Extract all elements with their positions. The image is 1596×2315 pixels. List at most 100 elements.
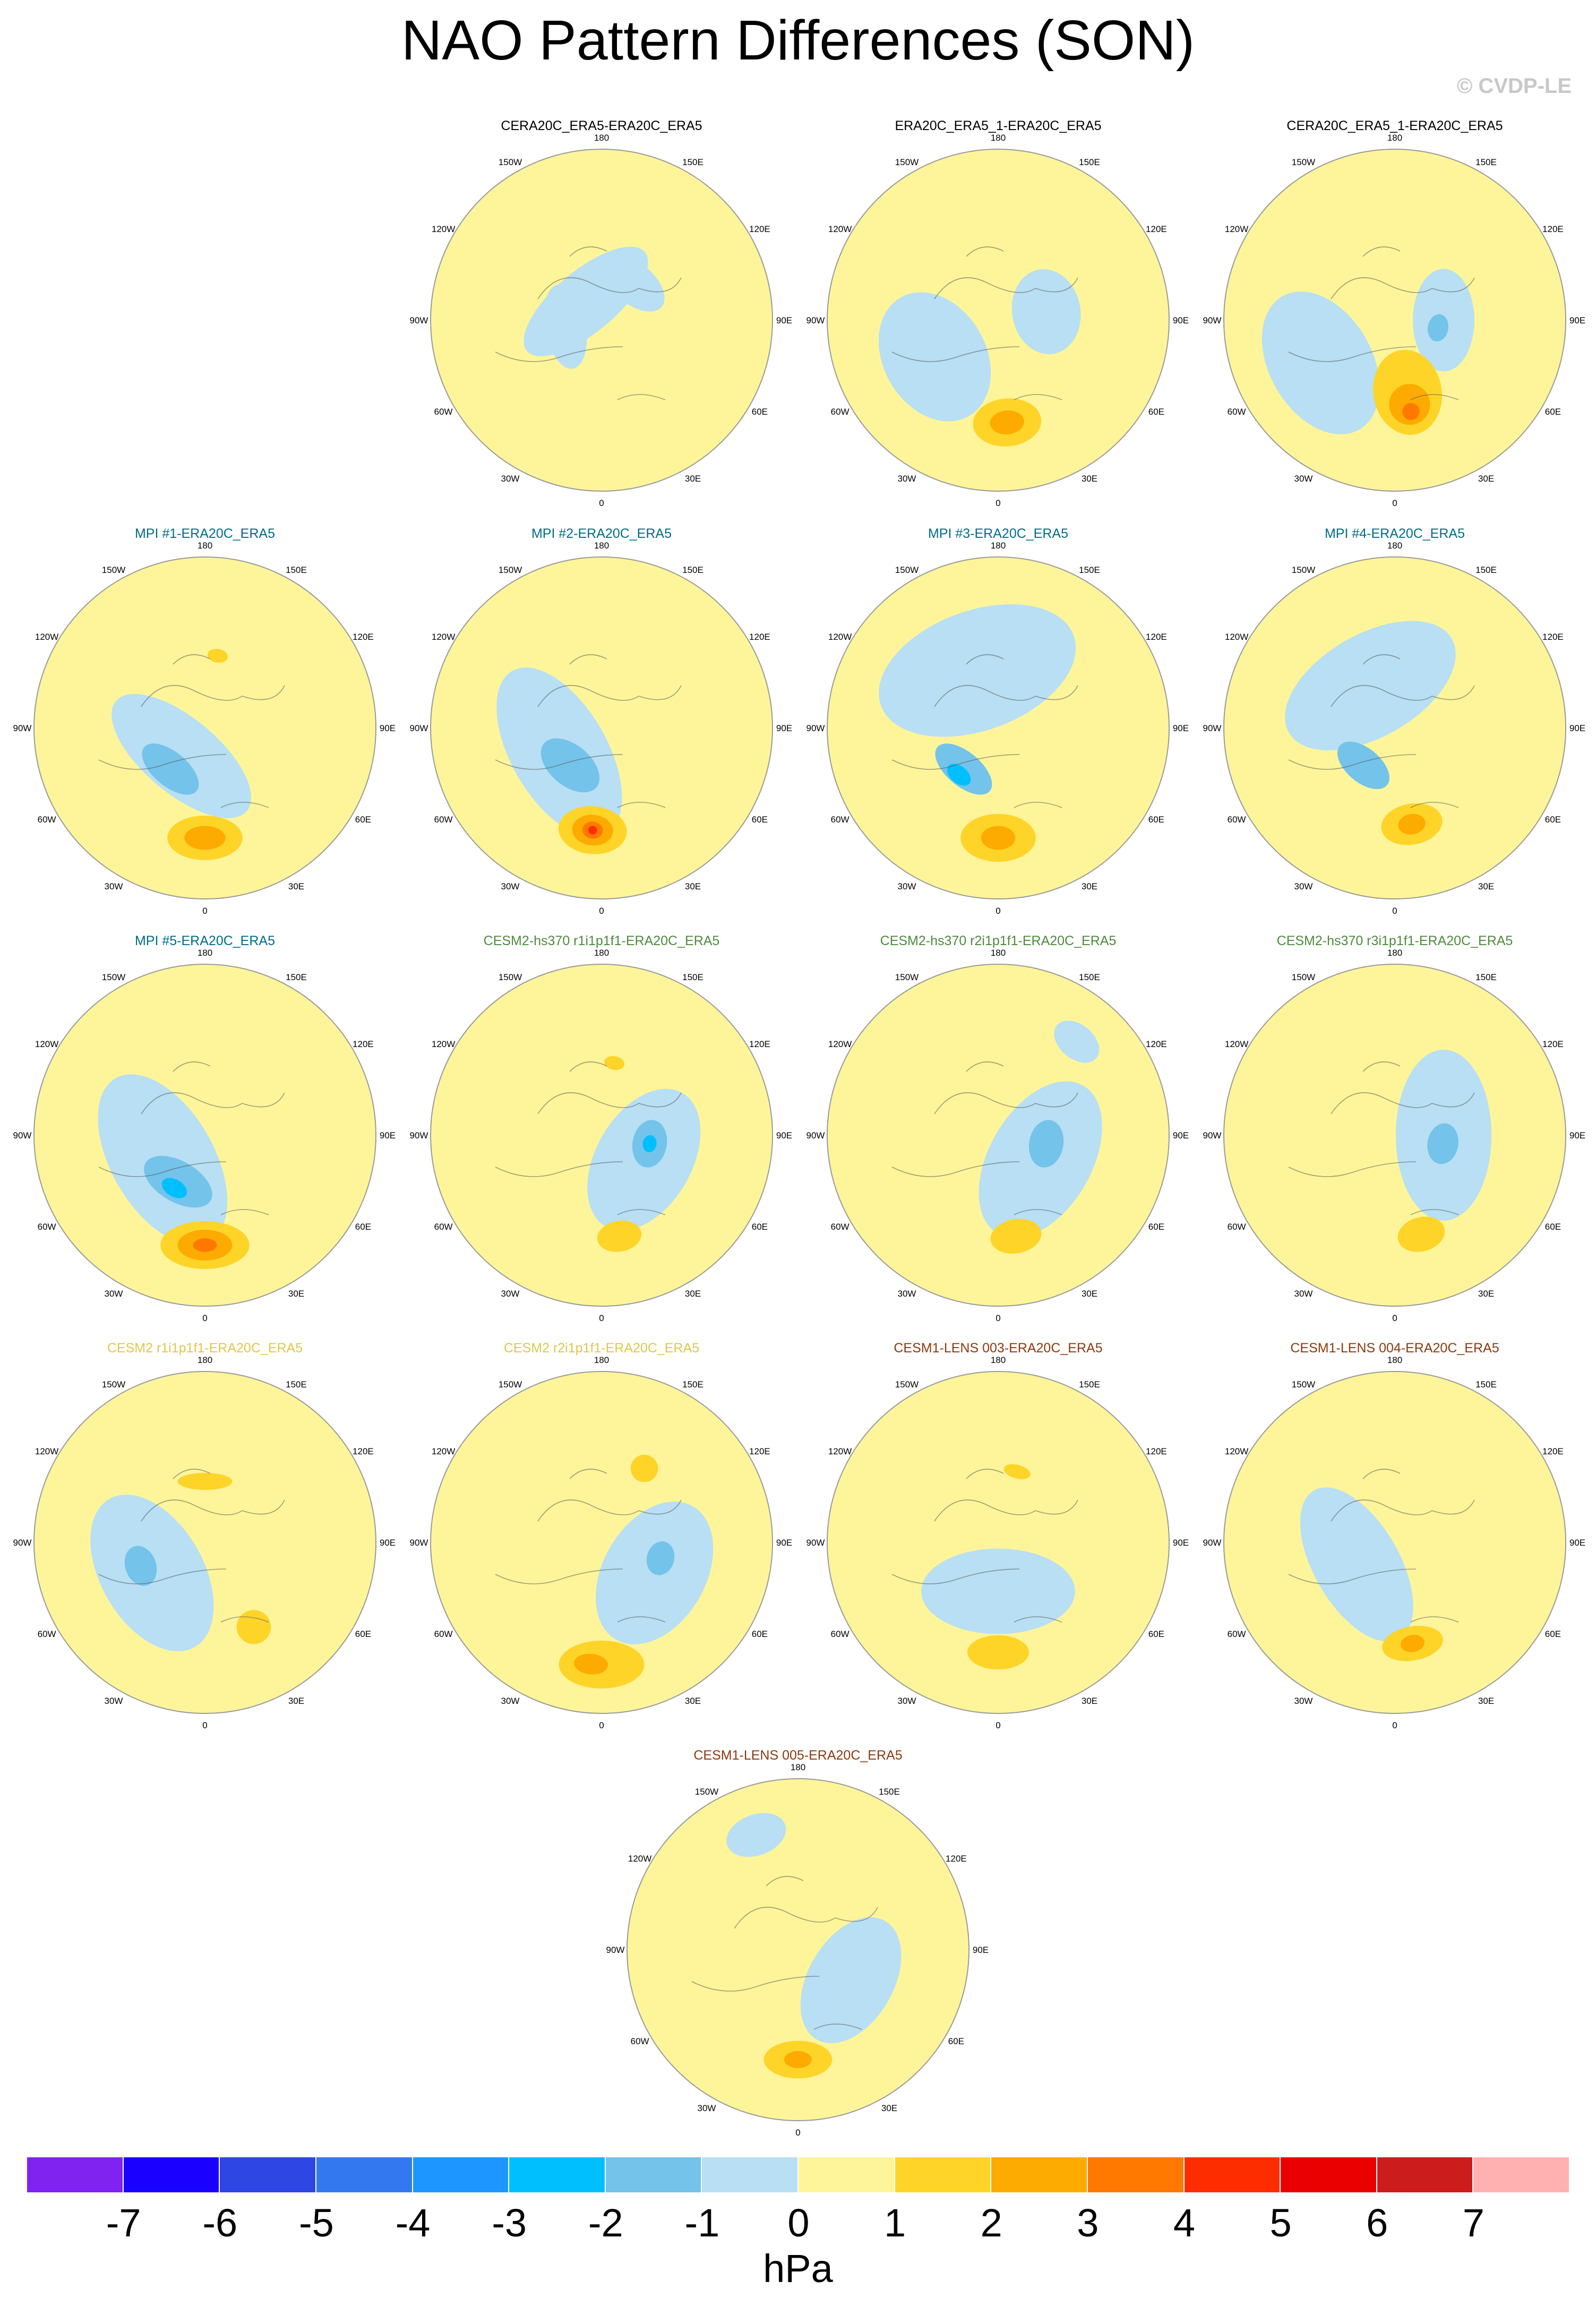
colorbar-tick-label: 0 [787, 2201, 810, 2245]
longitude-label: 120W [828, 1039, 852, 1049]
longitude-label: 180 [1387, 948, 1402, 958]
anomaly-contour [601, 254, 665, 312]
colorbar-tick-label: 3 [1077, 2201, 1099, 2245]
colorbar-swatch [1087, 2157, 1185, 2192]
longitude-label: 30E [685, 474, 701, 484]
polar-map: 180 150E 120E 90E 60E 30E 0 30W 60W 90W 120W 150W [1203, 1355, 1586, 1730]
colorbar-units: hPa [763, 2247, 833, 2291]
longitude-label: 60E [752, 1629, 768, 1639]
panel-title: MPI #5-ERA20C_ERA5 [134, 933, 275, 948]
longitude-label: 90E [380, 1130, 396, 1141]
colorbar-swatch [509, 2157, 606, 2192]
longitude-label: 30W [1294, 1696, 1313, 1706]
panel-title: CESM2-hs370 r3i1p1f1-ERA20C_ERA5 [1276, 933, 1513, 948]
longitude-label: 30E [1478, 1696, 1494, 1706]
longitude-label: 90E [1173, 1538, 1189, 1548]
longitude-label: 120W [35, 632, 58, 642]
map-border [1223, 556, 1566, 899]
anomaly-contour [630, 1454, 658, 1482]
anomaly-contour [921, 1548, 1075, 1634]
longitude-label: 150W [102, 565, 125, 575]
longitude-label: 30E [1478, 474, 1494, 484]
longitude-label: 90E [1569, 1538, 1585, 1548]
longitude-label: 150W [499, 157, 522, 167]
anomaly-contour [184, 826, 226, 850]
longitude-label: 150E [682, 1379, 703, 1390]
anomaly-contour [177, 1472, 233, 1490]
anomaly-contour [800, 1917, 902, 2044]
colorbar-tick-label: 4 [1173, 2201, 1196, 2245]
longitude-label: 60W [1228, 814, 1246, 825]
longitude-label: 150W [1292, 157, 1315, 167]
longitude-label: 120W [628, 1854, 651, 1864]
polar-map: 180 150E 120E 90E 60E 30E 0 30W 60W 90W 120W 150W [13, 948, 396, 1323]
longitude-label: 60W [38, 814, 56, 825]
longitude-label: 90W [806, 1538, 825, 1548]
longitude-label: 0 [795, 2128, 800, 2138]
map-border [827, 556, 1170, 899]
longitude-label: 30E [1082, 1289, 1097, 1299]
longitude-label: 120W [1225, 1446, 1248, 1456]
longitude-label: 0 [202, 1720, 207, 1730]
longitude-label: 120W [35, 1446, 58, 1456]
longitude-label: 180 [198, 948, 212, 958]
longitude-label: 60W [831, 814, 850, 825]
longitude-label: 120E [353, 1446, 374, 1456]
longitude-label: 60W [434, 814, 453, 825]
longitude-label: 60E [1148, 814, 1164, 825]
longitude-label: 60W [831, 1222, 850, 1232]
longitude-label: 0 [1392, 906, 1397, 916]
longitude-label: 30W [105, 1696, 123, 1706]
longitude-label: 60E [355, 814, 371, 825]
longitude-label: 120W [1225, 1039, 1248, 1049]
longitude-label: 120W [828, 224, 852, 234]
longitude-label: 180 [791, 1762, 805, 1772]
longitude-label: 60E [1148, 1629, 1164, 1639]
longitude-label: 30W [501, 1289, 520, 1299]
colorbar-swatch [1473, 2157, 1570, 2192]
longitude-label: 150W [1292, 1379, 1315, 1390]
panel-title: ERA20C_ERA5_1-ERA20C_ERA5 [895, 118, 1102, 133]
map-border [33, 1371, 376, 1714]
coastline [691, 1876, 878, 2030]
longitude-label: 0 [996, 498, 1000, 508]
longitude-label: 150W [1292, 972, 1315, 982]
longitude-label: 60E [948, 2036, 964, 2046]
coastline [98, 1469, 285, 1623]
anomaly-contour [784, 2051, 812, 2069]
longitude-label: 90E [1173, 315, 1189, 325]
colorbar-tick-label: 2 [980, 2201, 1002, 2245]
longitude-label: 0 [599, 1720, 604, 1730]
anomaly-contour [1402, 403, 1420, 421]
polar-map: 180 150E 120E 90E 60E 30E 0 30W 60W 90W 120W 150W [606, 1762, 989, 2138]
map-border [33, 556, 376, 899]
longitude-label: 30W [698, 2103, 716, 2113]
polar-map: 180 150E 120E 90E 60E 30E 0 30W 60W 90W 120W 150W [410, 541, 793, 916]
map-background [1224, 1371, 1566, 1713]
longitude-label: 60E [1545, 1222, 1561, 1232]
longitude-label: 150W [102, 972, 125, 982]
longitude-label: 30W [1294, 1289, 1313, 1299]
anomaly-contour [236, 1610, 271, 1644]
longitude-label: 150E [1475, 1379, 1497, 1390]
map-border [827, 149, 1170, 492]
panel-title: CESM1-LENS 003-ERA20C_ERA5 [894, 1341, 1103, 1356]
colorbar-swatch [123, 2157, 220, 2192]
longitude-label: 90W [1203, 315, 1222, 325]
coastline [891, 1469, 1078, 1623]
longitude-label: 150E [879, 1787, 900, 1797]
colorbar-tick-label: 6 [1366, 2201, 1388, 2245]
map-border [827, 1371, 1170, 1714]
coastline [495, 1469, 682, 1623]
colorbar-tick-label: -1 [684, 2201, 720, 2245]
longitude-label: 60W [434, 407, 453, 417]
longitude-label: 180 [594, 1355, 609, 1365]
longitude-label: 60W [631, 2036, 649, 2046]
anomaly-contour [142, 743, 199, 795]
anomaly-contour [990, 1219, 1042, 1254]
colorbar-swatch [316, 2157, 413, 2192]
anomaly-contour [124, 1546, 157, 1586]
longitude-label: 0 [1392, 498, 1397, 508]
longitude-label: 60W [1228, 1222, 1246, 1232]
anomaly-contour [879, 604, 1076, 737]
